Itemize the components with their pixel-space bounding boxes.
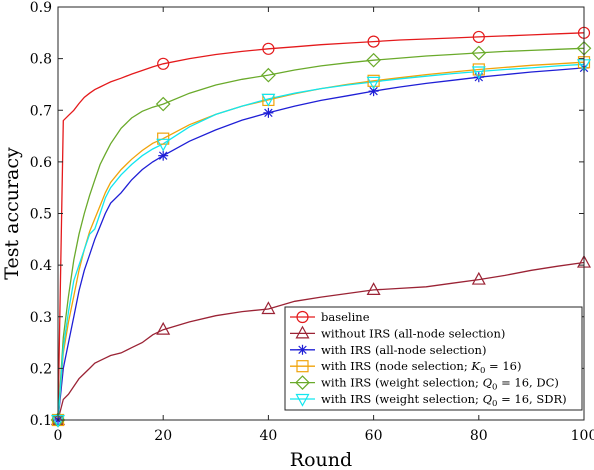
y-tick-label: 0.4 [30,258,52,274]
y-tick-label: 0.6 [30,155,52,171]
data-point-5 [156,138,171,152]
series-line-2 [57,67,585,421]
legend-marker-4 [295,375,310,390]
data-point-0 [472,30,485,44]
legend-entry-3: with IRS (node selection; K0 = 16) [321,359,521,376]
data-point-3 [367,74,380,87]
data-point-4 [366,52,381,68]
legend-marker-3 [296,360,309,373]
legend-entry-5: with IRS (weight selection; Q0 = 16, SDR… [321,392,567,409]
data-point-1 [261,301,276,315]
legend-marker-2 [297,344,308,355]
legend-marker-1 [295,325,310,339]
data-point-2 [158,150,169,161]
legend-marker-0 [296,310,309,324]
data-point-1 [366,282,381,296]
series-line-4 [57,47,585,421]
y-tick-label: 0.8 [30,52,52,68]
legend-entry-1: without IRS (all-node selection) [321,326,505,340]
data-point-5 [366,76,381,90]
x-axis-label: Round [290,449,352,470]
data-point-0 [157,57,170,70]
y-tick-label: 0.9 [30,0,52,16]
legend-marker-5 [295,393,310,407]
y-tick-label: 0.5 [30,207,52,223]
y-axis-ticks: 0.1 0.2 0.3 0.4 0.5 0.6 0.7 0.8 0.9 [30,0,584,429]
y-tick-label: 0.3 [30,310,52,326]
series-line-5 [57,63,585,421]
data-point-0 [262,42,275,55]
x-axis-ticks: 0 20 40 60 80 100 [54,7,594,444]
legend-box [284,306,583,411]
series-lines [57,32,585,421]
data-point-1 [471,271,486,285]
series-line-1 [57,261,585,421]
data-point-4 [471,45,487,61]
x-tick-label: 60 [365,428,383,444]
y-tick-label: 0.1 [30,413,52,429]
x-tick-label: 40 [259,428,277,444]
legend-entry-0: baseline [321,310,370,324]
legend: baseline without IRS (all-node selection)… [284,306,583,411]
x-tick-label: 100 [571,428,594,444]
x-tick-label: 20 [154,428,172,444]
data-point-2 [263,107,274,118]
y-tick-label: 0.2 [30,361,52,377]
data-point-4 [155,96,171,112]
data-point-3 [157,132,170,145]
x-tick-label: 80 [470,428,488,444]
legend-entry-2: with IRS (all-node selection) [321,343,486,357]
data-point-0 [367,35,380,48]
y-tick-label: 0.7 [30,103,52,119]
data-point-4 [261,67,276,83]
data-point-1 [156,321,171,335]
data-point-5 [261,93,276,107]
data-point-3 [472,63,485,76]
x-tick-label: 0 [54,428,63,444]
series-line-0 [57,32,585,421]
legend-entry-4: with IRS (weight selection; Q0 = 16, DC) [321,376,559,393]
data-point-5 [471,66,486,80]
y-axis-label: Test accuracy [1,147,23,280]
